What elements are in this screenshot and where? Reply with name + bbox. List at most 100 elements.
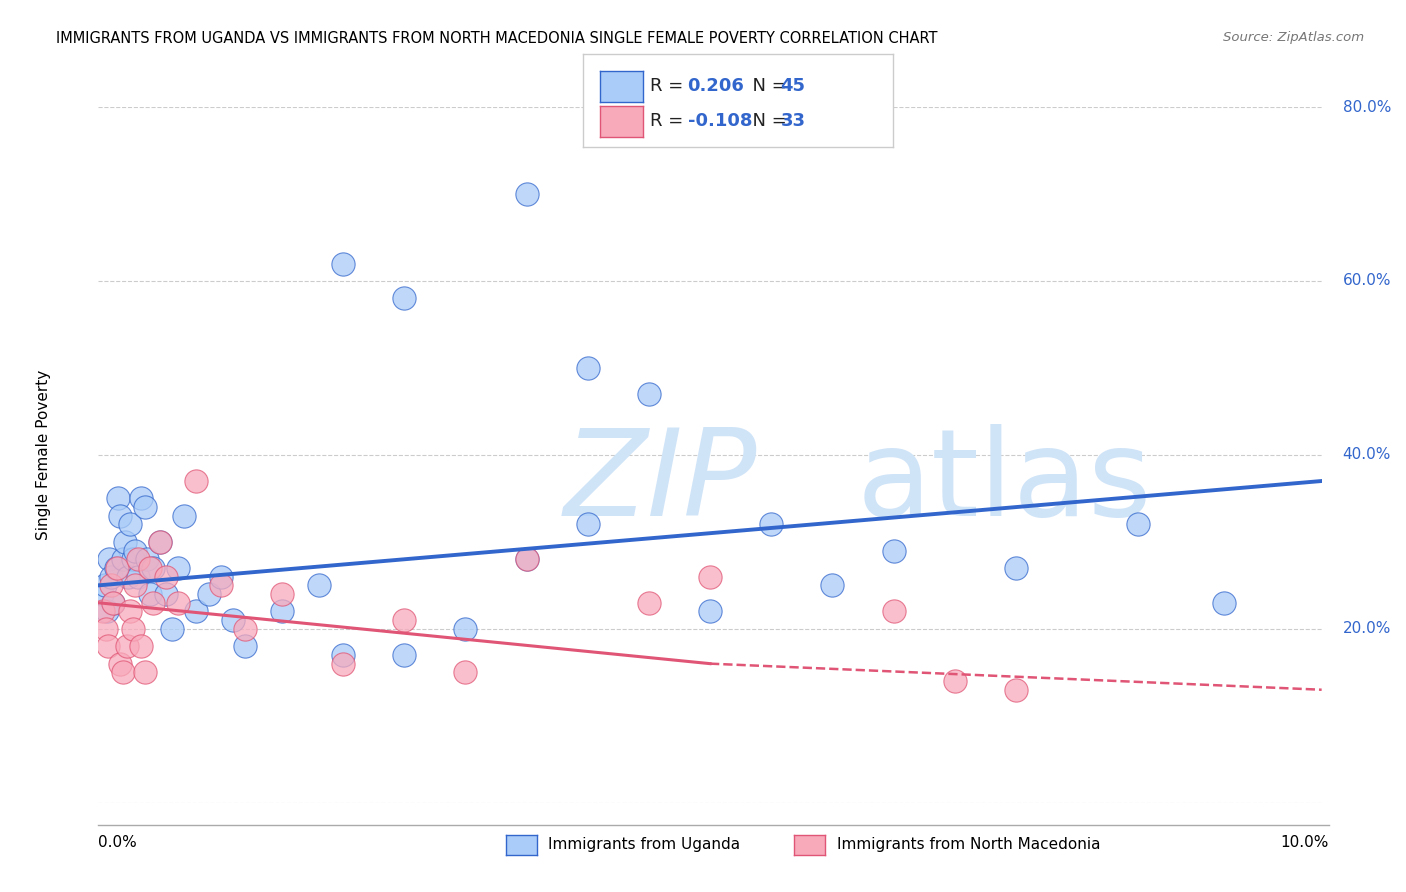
Point — [101, 596, 124, 610]
Text: 0.0%: 0.0% — [98, 836, 138, 850]
Point — [97, 639, 120, 653]
Text: IMMIGRANTS FROM UGANDA VS IMMIGRANTS FROM NORTH MACEDONIA SINGLE FEMALE POVERTY : IMMIGRANTS FROM UGANDA VS IMMIGRANTS FRO… — [56, 31, 938, 46]
Point — [186, 474, 208, 488]
Text: 33: 33 — [780, 112, 806, 130]
Point — [100, 578, 122, 592]
Point — [139, 561, 162, 575]
Point — [943, 674, 966, 689]
Point — [111, 665, 134, 680]
Point — [134, 500, 156, 514]
Point — [121, 622, 143, 636]
Point — [127, 552, 149, 566]
Point — [761, 517, 783, 532]
Point — [332, 648, 354, 662]
Point — [117, 570, 139, 584]
Text: 60.0%: 60.0% — [1343, 274, 1391, 288]
Text: ZIP: ZIP — [564, 425, 756, 541]
Point — [136, 552, 159, 566]
Point — [1212, 596, 1234, 610]
Point — [100, 570, 122, 584]
Point — [222, 613, 245, 627]
Point — [142, 561, 165, 575]
Point — [139, 587, 162, 601]
Text: 0.206: 0.206 — [688, 78, 744, 95]
Text: R =: R = — [650, 78, 689, 95]
Point — [576, 517, 599, 532]
Point — [93, 578, 115, 592]
Point — [637, 596, 661, 610]
Point — [110, 657, 132, 671]
Text: atlas: atlas — [856, 425, 1153, 541]
Point — [107, 491, 129, 506]
Text: 80.0%: 80.0% — [1343, 100, 1391, 114]
Point — [134, 665, 156, 680]
Point — [96, 605, 118, 619]
Text: N =: N = — [741, 78, 793, 95]
Point — [332, 256, 354, 270]
Point — [91, 587, 114, 601]
Point — [105, 561, 128, 575]
Point — [167, 596, 190, 610]
Point — [209, 578, 232, 592]
Text: Immigrants from Uganda: Immigrants from Uganda — [548, 838, 741, 852]
Point — [186, 605, 208, 619]
Point — [332, 657, 354, 671]
Point — [516, 552, 538, 566]
Point — [114, 534, 136, 549]
Point — [308, 578, 330, 592]
Point — [124, 543, 146, 558]
Point — [124, 578, 146, 592]
Point — [160, 622, 183, 636]
Text: 10.0%: 10.0% — [1281, 836, 1329, 850]
Text: 20.0%: 20.0% — [1343, 622, 1391, 636]
Point — [233, 639, 256, 653]
Point — [270, 587, 294, 601]
Text: -0.108: -0.108 — [688, 112, 752, 130]
Text: N =: N = — [741, 112, 793, 130]
Point — [454, 622, 477, 636]
Point — [637, 387, 661, 401]
Point — [821, 578, 844, 592]
Point — [98, 552, 121, 566]
Point — [120, 605, 142, 619]
Point — [110, 508, 132, 523]
Point — [101, 596, 124, 610]
Point — [104, 561, 127, 575]
Point — [129, 491, 152, 506]
Point — [167, 561, 190, 575]
Point — [516, 186, 538, 201]
Point — [699, 605, 721, 619]
Point — [149, 534, 172, 549]
Point — [392, 613, 416, 627]
Point — [1004, 561, 1026, 575]
Point — [233, 622, 256, 636]
Text: Single Female Poverty: Single Female Poverty — [37, 370, 51, 540]
Point — [576, 360, 599, 375]
Point — [173, 508, 195, 523]
Point — [121, 552, 143, 566]
Point — [883, 605, 905, 619]
Point — [699, 570, 721, 584]
Point — [129, 639, 152, 653]
Point — [454, 665, 477, 680]
Text: Source: ZipAtlas.com: Source: ZipAtlas.com — [1223, 31, 1364, 45]
Text: Immigrants from North Macedonia: Immigrants from North Macedonia — [837, 838, 1099, 852]
Point — [149, 534, 172, 549]
Point — [516, 552, 538, 566]
Text: 40.0%: 40.0% — [1343, 448, 1391, 462]
Point — [91, 605, 114, 619]
Point — [155, 587, 177, 601]
Point — [209, 570, 232, 584]
Point — [883, 543, 905, 558]
Point — [197, 587, 219, 601]
Point — [1128, 517, 1150, 532]
Point — [1004, 682, 1026, 697]
Point — [392, 648, 416, 662]
Text: R =: R = — [650, 112, 689, 130]
Point — [392, 291, 416, 305]
Text: 45: 45 — [780, 78, 806, 95]
Point — [111, 552, 134, 566]
Point — [142, 596, 165, 610]
Point — [155, 570, 177, 584]
Point — [270, 605, 294, 619]
